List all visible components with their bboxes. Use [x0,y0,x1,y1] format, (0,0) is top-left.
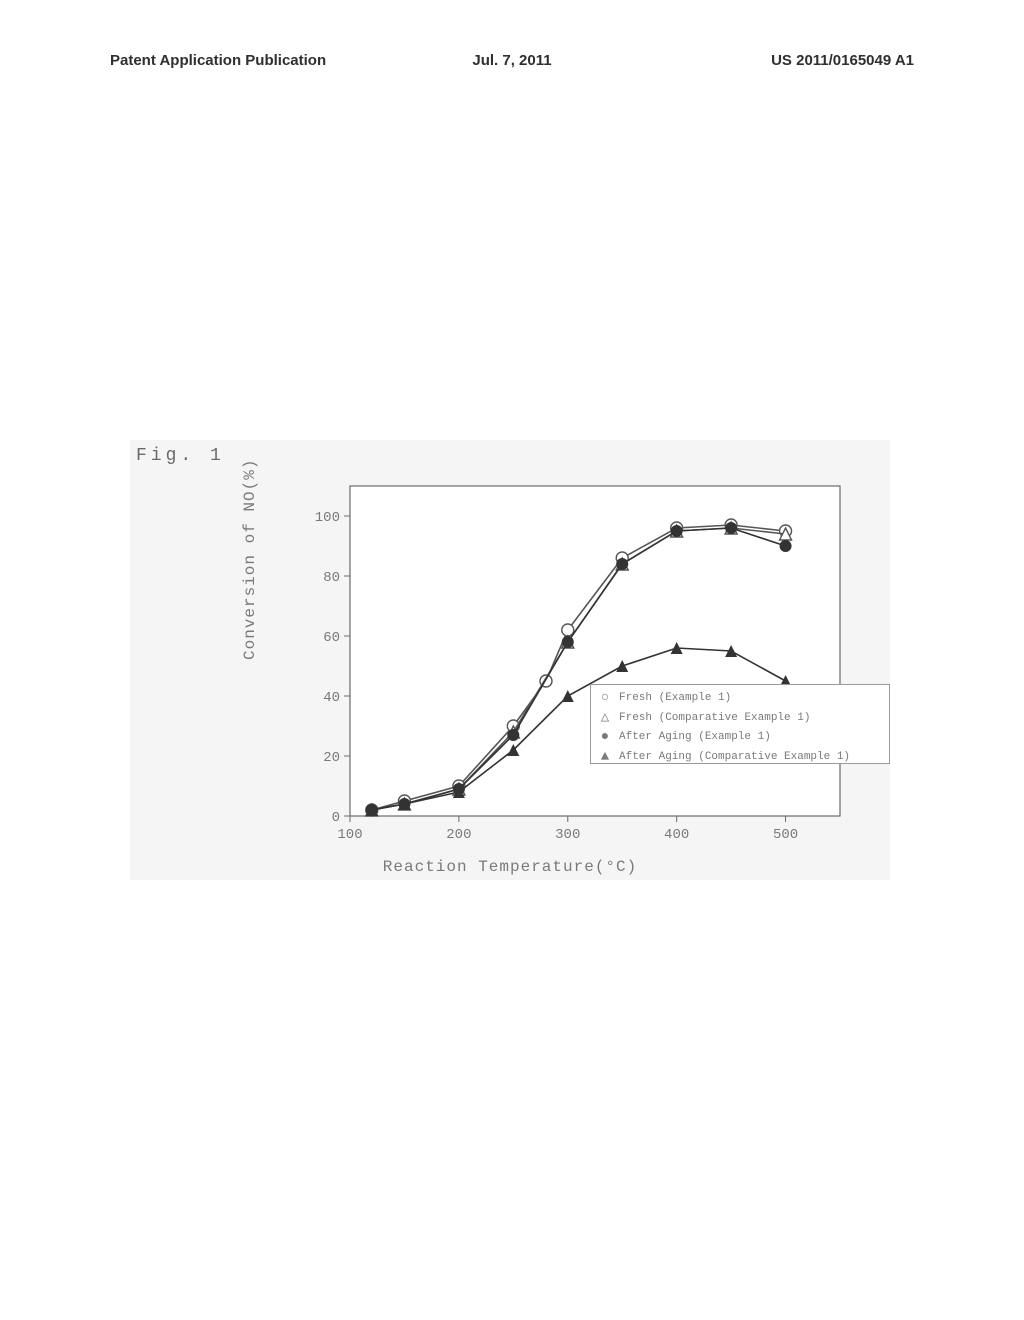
chart-svg: 100 200 300 400 500 0 20 40 60 80 100 [300,466,860,866]
legend-label: After Aging (Example 1) [619,730,771,745]
y-axis-label: Conversion of NO(%) [241,459,259,660]
svg-text:40: 40 [323,690,340,706]
legend-label: After Aging (Comparative Example 1) [619,750,850,765]
svg-text:0: 0 [332,810,340,826]
legend-label: Fresh (Example 1) [619,691,731,706]
legend-row: ○ Fresh (Example 1) [597,689,883,709]
circle-filled-icon: ● [597,728,613,748]
figure-1: Fig. 1 Conversion of NO(%) 1002003004005… [130,440,890,880]
svg-text:100: 100 [315,510,340,526]
figure-label: Fig. 1 [136,446,225,466]
legend-row: △ Fresh (Comparative Example 1) [597,709,883,729]
svg-text:200: 200 [446,827,471,843]
svg-text:100: 100 [337,827,362,843]
circle-open-icon: ○ [597,689,613,709]
header-right: US 2011/0165049 A1 [771,52,914,69]
svg-text:300: 300 [555,827,580,843]
triangle-filled-icon: ▲ [597,748,613,768]
legend-label: Fresh (Comparative Example 1) [619,711,810,726]
legend-row: ● After Aging (Example 1) [597,728,883,748]
legend-row: ▲ After Aging (Comparative Example 1) [597,748,883,768]
svg-text:500: 500 [773,827,798,843]
x-axis-label: Reaction Temperature(°C) [130,858,890,876]
svg-text:20: 20 [323,750,340,766]
triangle-open-icon: △ [597,709,613,729]
legend: ○ Fresh (Example 1) △ Fresh (Comparative… [590,684,890,764]
page: Patent Application Publication Jul. 7, 2… [0,0,1024,1320]
svg-text:80: 80 [323,570,340,586]
svg-text:60: 60 [323,630,340,646]
svg-text:400: 400 [664,827,689,843]
